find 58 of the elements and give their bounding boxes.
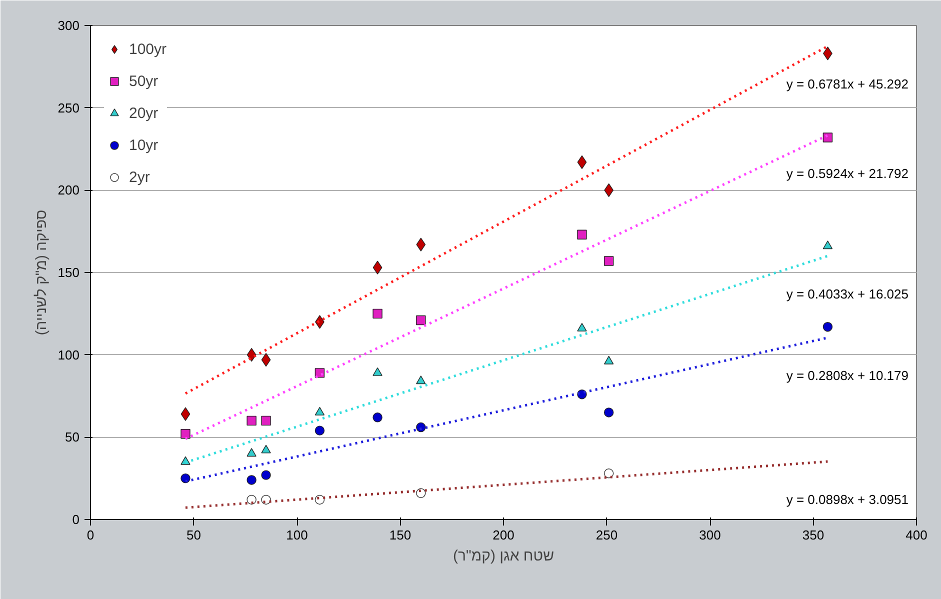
point [604,256,614,266]
point [822,132,833,142]
point [416,315,426,326]
x-tick-label: 350 [802,528,824,542]
point [604,468,614,478]
legend-label: 20yr [129,104,158,122]
point [604,408,614,418]
point [372,308,382,319]
y-axis-title: ספיקה (מ"ק לשנייה) [32,210,50,336]
point [372,260,382,274]
annotation: y = 0.2808x + 10.179 [786,368,908,384]
annotation: y = 0.4033x + 16.025 [786,286,908,302]
y-tick-label: 200 [58,182,80,198]
legend-label: 2yr [129,168,150,186]
x-tick-label: 0 [86,528,94,542]
y-tick-label: 0 [72,512,80,527]
x-axis-title: שטח אגן (קמ"ר) [452,548,554,564]
x-tick-label: 50 [186,528,201,542]
point [261,416,271,426]
point [822,322,833,332]
legend-label: 10yr [129,136,158,154]
x-tick-label: 100 [286,528,308,542]
point [416,376,426,384]
point [261,444,271,454]
point [180,473,190,484]
point [416,488,426,498]
x-tick-label: 150 [389,528,412,542]
point [246,448,256,457]
x-tick-label: 200 [492,528,514,542]
point [180,429,190,439]
point [372,412,382,422]
point [261,470,271,480]
point [416,238,426,252]
point [577,230,587,240]
x-tick-label: 400 [906,528,928,542]
point [416,422,426,432]
y-tick-label: 150 [58,265,80,280]
legend-label: 50yr [129,72,158,90]
point [604,356,614,364]
y-tick-label: 250 [58,100,80,116]
x-tick-label: 300 [699,528,721,542]
annotation: y = 0.5924x + 21.792 [786,166,908,181]
point [180,407,190,421]
x-tick-label: 250 [596,528,618,542]
legend-label: 100yr [129,40,167,58]
point [314,426,325,436]
point [314,406,325,416]
y-tick-label: 300 [58,18,80,33]
point [246,416,256,426]
y-tick-label: 100 [58,347,80,362]
point [246,494,256,505]
annotation: y = 0.0898x + 3.0951 [786,492,908,508]
y-tick-label: 50 [65,430,80,445]
point [577,322,587,332]
point [246,475,256,485]
point [372,367,382,376]
point [822,240,833,250]
annotation: y = 0.6781x + 45.292 [786,76,908,92]
